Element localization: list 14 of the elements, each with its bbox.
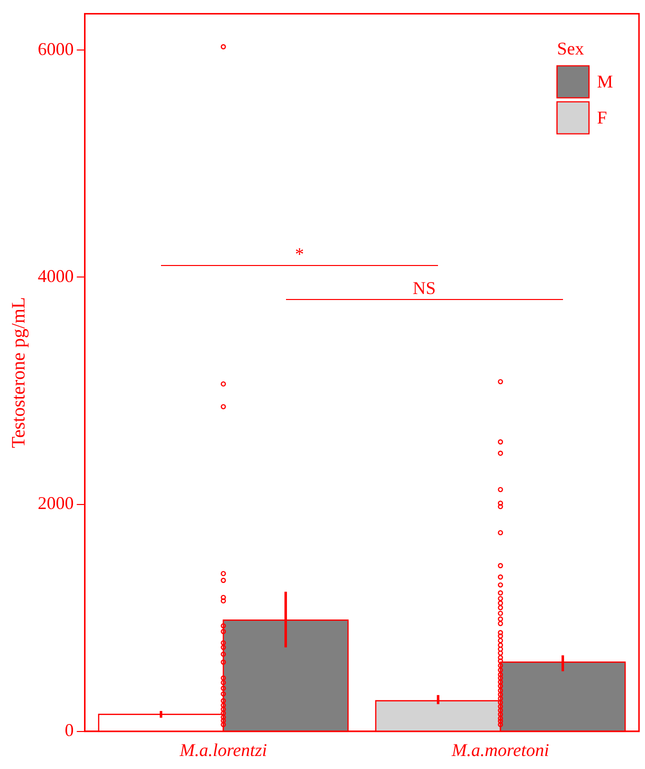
y-tick-label: 2000 xyxy=(38,493,74,514)
y-tick-label: 4000 xyxy=(38,266,74,286)
significance-bracket: NS xyxy=(286,278,563,300)
y-axis-title: Testosterone pg/mL xyxy=(8,297,30,448)
y-tick-label: 0 xyxy=(64,720,74,740)
annotation: * xyxy=(294,244,306,264)
legend-label: M xyxy=(597,72,614,92)
significance-bracket: * xyxy=(161,244,438,266)
y-tick-label: 6000 xyxy=(38,38,74,59)
annotation: NS xyxy=(412,278,437,298)
legend-title: Sex xyxy=(557,38,584,59)
legend-label: F xyxy=(597,108,608,128)
x-tick-label: M.a.moretoni xyxy=(450,740,550,760)
x-tick-label: M.a.lorentzi xyxy=(178,740,268,760)
